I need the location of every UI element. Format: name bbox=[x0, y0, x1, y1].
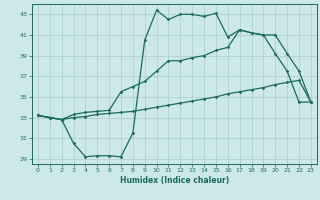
X-axis label: Humidex (Indice chaleur): Humidex (Indice chaleur) bbox=[120, 176, 229, 185]
